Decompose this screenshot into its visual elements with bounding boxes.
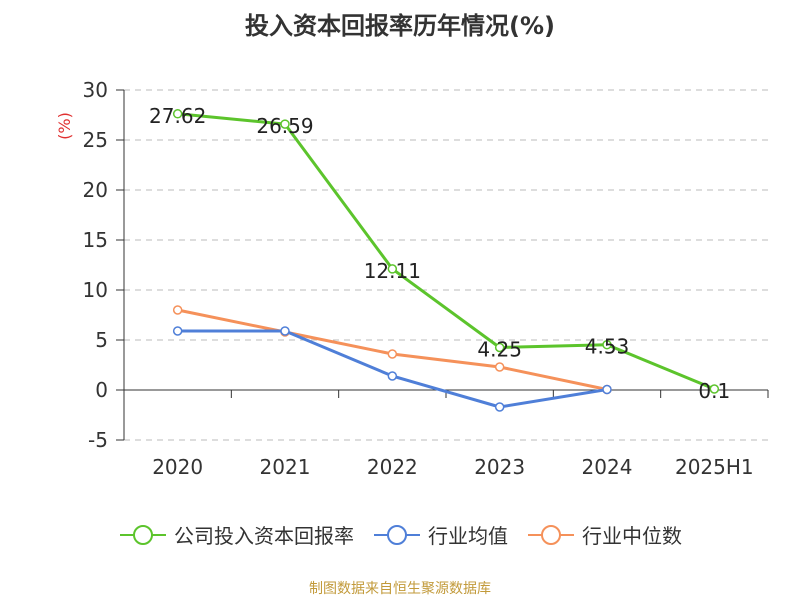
data-point <box>602 339 612 350</box>
legend-swatch-industry-median <box>528 524 574 545</box>
y-tick-label: 25 <box>83 128 108 152</box>
data-labels: 27.62 26.59 12.11 4.25 4.53 0.1 <box>149 104 730 403</box>
data-point <box>494 342 505 353</box>
legend-swatch-company <box>120 524 166 545</box>
y-tick-label: 0 <box>95 378 108 402</box>
data-point <box>709 384 720 394</box>
data-point <box>280 119 290 129</box>
x-tick-label: 2023 <box>474 455 525 479</box>
source-note: 制图数据来自恒生聚源数据库 <box>309 581 491 597</box>
data-point <box>387 349 398 359</box>
y-tick-label: 5 <box>95 328 108 352</box>
data-label: 4.53 <box>585 335 630 359</box>
y-axis-label: (%) <box>55 112 74 140</box>
legend-label-company: 公司投入资本回报率 <box>174 524 354 548</box>
data-label: 0.1 <box>698 379 730 403</box>
data-point <box>494 362 505 372</box>
x-tick-label: 2021 <box>260 455 311 479</box>
data-label: 12.11 <box>364 259 421 283</box>
legend-label-industry-median: 行业中位数 <box>582 524 682 548</box>
x-tick-label: 2022 <box>367 455 418 479</box>
data-point <box>172 326 183 336</box>
data-label: 27.62 <box>149 104 206 128</box>
x-tick-label: 2024 <box>582 455 633 479</box>
legend-label-industry-mean: 行业均值 <box>428 524 508 548</box>
axes: -5 0 5 10 15 20 25 30 2020 2021 2022 2023 2024 2025H1… <box>55 78 769 479</box>
legend: 公司投入资本回报率 行业均值 行业中位数 <box>0 520 800 549</box>
data-point <box>172 109 183 119</box>
x-tick-label: 2020 <box>152 455 203 479</box>
y-tick-label: 15 <box>83 228 108 252</box>
legend-item-industry-mean[interactable]: 行业均值 <box>372 520 508 549</box>
grid-lines <box>124 89 768 441</box>
data-label: 26.59 <box>256 114 313 138</box>
y-tick-label: 30 <box>83 78 108 102</box>
x-tick-label: 2025H1 <box>675 455 754 479</box>
data-point <box>494 402 505 412</box>
legend-item-industry-median[interactable]: 行业中位数 <box>526 520 682 549</box>
y-tick-label: 20 <box>83 178 108 202</box>
y-tick-label: 10 <box>83 278 108 302</box>
data-point <box>602 384 612 395</box>
data-point <box>172 305 183 315</box>
y-tick-label: -5 <box>88 428 108 452</box>
series-lines <box>172 109 720 412</box>
data-label: 4.25 <box>477 338 522 362</box>
data-point <box>280 326 290 336</box>
chart-title: 投入资本回报率历年情况(%) <box>245 12 555 40</box>
legend-swatch-industry-mean <box>374 524 420 545</box>
data-point <box>387 371 398 381</box>
legend-item-company[interactable]: 公司投入资本回报率 <box>118 520 354 549</box>
data-point <box>387 264 398 274</box>
series-line <box>177 112 715 391</box>
series-line <box>177 329 608 409</box>
